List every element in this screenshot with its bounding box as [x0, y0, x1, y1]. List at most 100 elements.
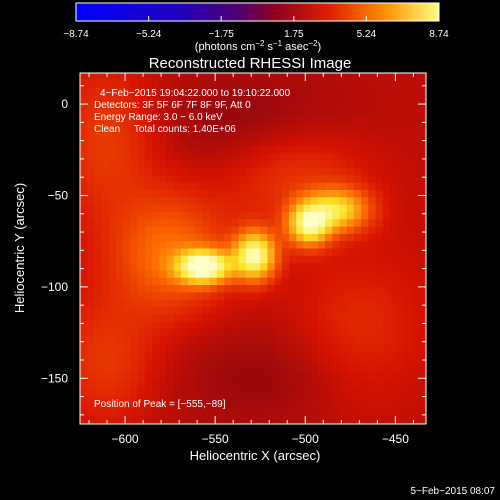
heatmap-cell: [238, 204, 247, 213]
heatmap-cell: [317, 328, 326, 337]
heatmap-cell: [80, 190, 88, 198]
heatmap-cell: [281, 204, 290, 213]
heatmap-cell: [238, 211, 247, 220]
heatmap-cell: [368, 270, 377, 279]
heatmap-cell: [101, 153, 110, 162]
heatmap-cell: [195, 116, 204, 125]
heatmap-cell: [238, 263, 247, 272]
heatmap-cell: [94, 277, 103, 286]
heatmap-cell: [180, 372, 189, 381]
heatmap-cell: [152, 131, 160, 140]
heatmap-cell: [289, 138, 297, 147]
heatmap-cell: [245, 233, 254, 242]
heatmap-cell: [368, 241, 377, 250]
heatmap-cell: [296, 153, 305, 162]
heatmap-cell: [274, 314, 283, 323]
heatmap-cell: [332, 314, 341, 323]
heatmap-cell: [123, 285, 132, 293]
heatmap-cell: [382, 263, 391, 272]
heatmap-cell: [166, 102, 175, 111]
heatmap-cell: [123, 402, 132, 410]
heatmap-cell: [418, 80, 426, 89]
footer-date: 5−Feb−2015 08:07: [410, 486, 495, 497]
heatmap-cell: [368, 380, 377, 389]
heatmap-cell: [180, 87, 189, 96]
heatmap-cell: [418, 146, 426, 155]
heatmap-cell: [123, 248, 132, 257]
heatmap-cell: [332, 248, 341, 257]
heatmap-cell: [353, 328, 362, 337]
heatmap-cell: [116, 248, 124, 257]
heatmap-cell: [382, 292, 391, 301]
heatmap-cell: [361, 197, 369, 206]
heatmap-cell: [339, 204, 348, 213]
heatmap-cell: [188, 87, 196, 96]
heatmap-cell: [289, 358, 297, 367]
heatmap-cell: [101, 285, 110, 293]
heatmap-cell: [368, 168, 377, 176]
heatmap-cell: [325, 299, 333, 308]
heatmap-cell: [339, 285, 348, 293]
heatmap-cell: [289, 168, 297, 176]
heatmap-cell: [353, 109, 362, 118]
heatmap-cell: [346, 277, 355, 286]
heatmap-cell: [418, 175, 426, 184]
heatmap-cell: [238, 116, 247, 125]
heatmap-cell: [346, 387, 355, 396]
heatmap-cell: [216, 124, 225, 133]
heatmap-cell: [382, 343, 391, 352]
heatmap-cell: [353, 241, 362, 250]
heatmap-cell: [303, 73, 312, 81]
heatmap-cell: [303, 138, 312, 147]
heatmap-cell: [87, 285, 96, 293]
heatmap-cell: [116, 270, 124, 279]
heatmap-cell: [209, 336, 218, 345]
heatmap-cell: [382, 80, 391, 89]
heatmap-cell: [231, 270, 240, 279]
heatmap-cell: [404, 307, 413, 315]
heatmap-cell: [317, 416, 326, 424]
heatmap-cell: [108, 80, 117, 89]
heatmap-cell: [195, 358, 204, 367]
heatmap-cell: [418, 350, 426, 359]
heatmap-cell: [180, 299, 189, 308]
heatmap-cell: [87, 219, 96, 228]
heatmap-cell: [325, 358, 333, 367]
heatmap-cell: [317, 380, 326, 389]
heatmap-cell: [195, 394, 204, 403]
heatmap-cell: [94, 241, 103, 250]
heatmap-cell: [382, 211, 391, 220]
heatmap-cell: [353, 248, 362, 257]
heatmap-cell: [317, 226, 326, 235]
heatmap-cell: [180, 402, 189, 410]
heatmap-cell: [404, 138, 413, 147]
heatmap-cell: [253, 175, 261, 184]
heatmap-cell: [389, 402, 398, 410]
heatmap-cell: [209, 314, 218, 323]
heatmap-cell: [353, 197, 362, 206]
heatmap-cell: [317, 94, 326, 103]
heatmap-cell: [123, 365, 132, 374]
heatmap-cell: [202, 321, 211, 330]
heatmap-cell: [346, 292, 355, 301]
heatmap-cell: [231, 292, 240, 301]
heatmap-cell: [87, 292, 96, 301]
heatmap-cell: [389, 292, 398, 301]
heatmap-cell: [281, 219, 290, 228]
heatmap-cell: [368, 138, 377, 147]
heatmap-cell: [166, 358, 175, 367]
heatmap-cell: [339, 387, 348, 396]
heatmap-cell: [368, 204, 377, 213]
heatmap-cell: [325, 387, 333, 396]
heatmap-cell: [123, 124, 132, 133]
heatmap-cell: [101, 321, 110, 330]
heatmap-cell: [375, 365, 384, 374]
heatmap-cell: [159, 211, 168, 220]
heatmap-cell: [195, 299, 204, 308]
plot-frame: [79, 72, 427, 425]
heatmap-cell: [274, 394, 283, 403]
heatmap-cell: [281, 343, 290, 352]
heatmap-cell: [80, 387, 88, 396]
heatmap-cell: [325, 380, 333, 389]
heatmap-cell: [231, 299, 240, 308]
